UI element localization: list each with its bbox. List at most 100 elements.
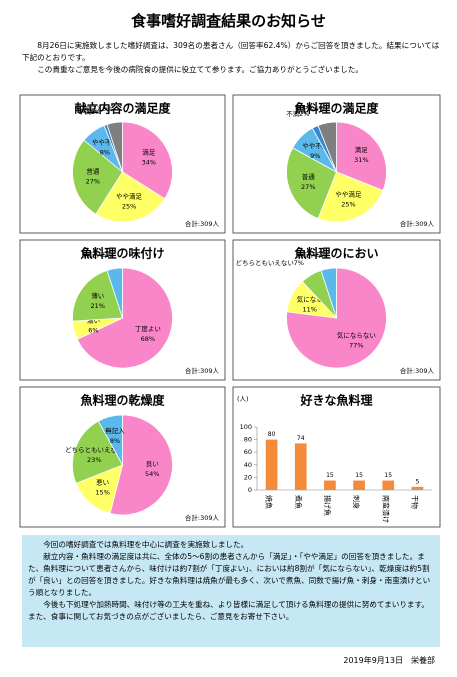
bar-value: 5: [416, 478, 420, 485]
total-note: 合計:309人: [185, 219, 220, 228]
y-axis-label: (人): [237, 395, 249, 403]
slice-label: 悪い: [96, 479, 109, 487]
bar: [353, 480, 365, 490]
total-note: 合計:309人: [185, 366, 220, 375]
bar: [382, 480, 395, 490]
panel: [19, 386, 226, 528]
slice-value: 11%: [303, 305, 317, 313]
pie-slice: [109, 414, 173, 516]
slice-label: 丁度よい: [135, 324, 161, 333]
x-tick-label: 揚げ魚: [323, 495, 332, 516]
intro-text: この貴重なご意見を今後の病院食の提供に役立てて参ります。ご協力ありがとうございま…: [37, 65, 363, 74]
bar: [411, 486, 424, 490]
slice-label: 不満: [78, 108, 92, 116]
panel: [232, 94, 441, 234]
bar-value: 74: [297, 435, 305, 442]
intro-text: 8月26日に実施致しました嗜好調査は、309名の患者さん（回答率62.4%）から…: [22, 41, 440, 62]
panel: [232, 386, 441, 528]
slice-label: 無記入: [105, 426, 125, 435]
slice-label: やや不満: [92, 139, 119, 147]
slice-label: 薄い: [91, 291, 104, 300]
bar: [265, 439, 278, 490]
pie-slice: [97, 414, 123, 466]
y-tick-label: 20: [244, 473, 252, 481]
chart-title: 好きな魚料理: [299, 393, 372, 408]
pie-slice: [95, 171, 166, 223]
pie-slice: [76, 267, 173, 369]
slice-label: 無記入: [297, 250, 317, 259]
pie-slice: [106, 121, 123, 173]
slice-value: 1%: [91, 108, 101, 116]
slice-label: やや不満: [302, 142, 329, 150]
summary-text: 今後も下処理や加熱時間、味付け等の工夫を重ね、より皆様に満足して頂ける魚料理の提…: [28, 600, 429, 621]
slice-label: どちらともいえない: [65, 446, 123, 454]
slice-label: 気にならない: [337, 331, 376, 340]
pie-slice: [317, 171, 384, 223]
slice-label: 無記入: [83, 250, 103, 259]
bar-value: 80: [268, 431, 276, 438]
bar-value: 15: [326, 472, 334, 479]
y-tick-label: 100: [240, 423, 252, 431]
slice-label: 無記入: [83, 104, 103, 113]
summary-text: 今回の嗜好調査では魚料理を中心に調査を実施致しました。: [43, 540, 249, 549]
slice-label: 不満: [286, 110, 300, 118]
chart-title: 献立内容の満足度: [74, 101, 171, 116]
slice-value: 2%: [299, 110, 309, 118]
intro: 8月26日に実施致しました嗜好調査は、309名の患者さん（回答率62.4%）から…: [22, 40, 442, 76]
slice-value: 5%: [102, 251, 112, 259]
slice-value: 5%: [316, 251, 326, 259]
summary-box: 今回の嗜好調査では魚料理を中心に調査を実施致しました。 献立内容・魚料理の満足度…: [22, 535, 440, 647]
bar: [294, 443, 307, 490]
y-tick-label: 80: [244, 436, 252, 444]
x-tick-label: 干物: [410, 495, 419, 509]
pie-slice: [286, 267, 387, 369]
total-note: 合計:309人: [400, 366, 435, 375]
bar-value: 15: [384, 472, 392, 479]
x-tick-label: 南蛮漬け: [381, 495, 390, 523]
slice-value: 23%: [87, 456, 101, 464]
x-tick-label: 刺身: [352, 495, 361, 509]
pie-slice: [320, 267, 337, 319]
slice-value: 15%: [95, 489, 109, 497]
slice-label: 普通: [86, 167, 100, 176]
slice-label: 満足: [142, 149, 156, 157]
slice-value: 7%: [294, 259, 304, 267]
slice-value: 31%: [354, 156, 368, 164]
slice-value: 8%: [110, 437, 120, 445]
slice-value: 54%: [145, 470, 159, 478]
pie-slice: [72, 269, 124, 322]
pie-slice: [72, 139, 124, 215]
slice-value: 77%: [349, 342, 363, 350]
slice-value: 25%: [122, 202, 136, 210]
total-note: 合計:309人: [400, 219, 435, 228]
chart-title: 魚料理の満足度: [294, 101, 379, 116]
slice-label: やや満足: [116, 192, 143, 200]
slice-value: 9%: [310, 152, 320, 160]
slice-label: 普通: [302, 172, 316, 181]
panel: [232, 239, 441, 381]
panel: [19, 239, 226, 381]
bar: [324, 480, 336, 490]
slice-label: 良い: [146, 459, 159, 468]
slice-value: 68%: [141, 335, 155, 343]
slice-value: 27%: [86, 178, 100, 186]
total-note: 合計:309人: [185, 513, 220, 522]
x-tick-label: 煮魚: [294, 495, 303, 509]
slice-label: 気になる: [297, 294, 323, 303]
pie-slice: [336, 121, 387, 191]
pie-slice: [106, 267, 123, 319]
pie-slice: [72, 420, 124, 484]
slice-label: 無記入: [295, 104, 315, 113]
date: 2019年9月13日 栄養部: [343, 656, 435, 665]
x-tick-label: 焼魚: [265, 495, 274, 509]
pie-slice: [317, 121, 337, 173]
slice-label: どちらともいえない: [236, 259, 294, 267]
y-tick-label: 60: [244, 448, 252, 456]
chart-title: 魚料理の味付け: [80, 246, 164, 261]
slice-value: 27%: [301, 183, 315, 191]
y-tick-label: 0: [248, 486, 252, 494]
slice-value: 21%: [90, 302, 104, 310]
slice-value: 8%: [100, 149, 110, 157]
